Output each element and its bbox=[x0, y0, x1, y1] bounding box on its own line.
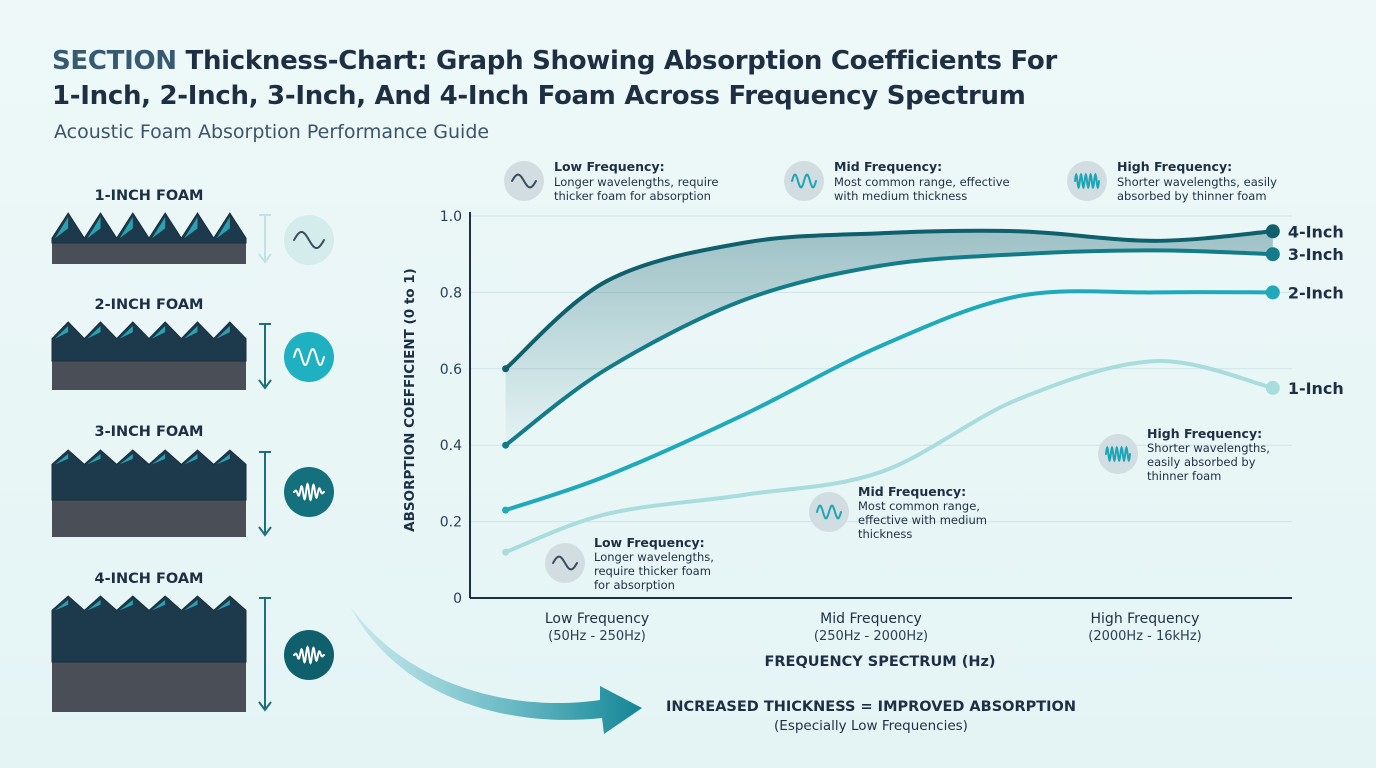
title-line2: 1-Inch, 2-Inch, 3-Inch, And 4-Inch Foam … bbox=[52, 81, 1026, 111]
x-tick-label: High Frequency bbox=[1091, 611, 1200, 627]
foam-samples bbox=[51, 212, 334, 712]
series-label: 3-Inch bbox=[1288, 245, 1344, 264]
foam-sample-3 bbox=[51, 449, 334, 537]
chart-grid bbox=[470, 215, 1292, 523]
frequency-legend: Low Frequency:Longer wavelengths, requir… bbox=[504, 159, 1277, 203]
x-tick-range: (250Hz - 2000Hz) bbox=[814, 629, 928, 644]
trend-arrow bbox=[350, 606, 642, 734]
legend-line: Most common range, effective bbox=[834, 175, 1010, 189]
title-prefix: SECTION bbox=[52, 46, 177, 76]
y-tick-label: 0.2 bbox=[440, 515, 462, 531]
series-end-point bbox=[1265, 285, 1280, 300]
note-line: Most common range, bbox=[858, 499, 980, 513]
page-subtitle: Acoustic Foam Absorption Performance Gui… bbox=[54, 121, 490, 143]
note-title: Mid Frequency: bbox=[858, 484, 966, 499]
wave-icon bbox=[284, 215, 334, 265]
note-line: thickness bbox=[858, 527, 912, 541]
note-title: High Frequency: bbox=[1147, 426, 1262, 441]
legend-title: Low Frequency: bbox=[554, 159, 665, 174]
series-end-point bbox=[1265, 247, 1280, 262]
legend-line: Shorter wavelengths, easily bbox=[1117, 175, 1277, 189]
series-start-point bbox=[502, 506, 510, 514]
legend-title: Mid Frequency: bbox=[834, 159, 942, 174]
footer: INCREASED THICKNESS = IMPROVED ABSORPTIO… bbox=[350, 606, 1076, 734]
legend-line: thicker foam for absorption bbox=[554, 189, 711, 203]
series-start-point bbox=[502, 441, 510, 449]
note-line: thinner foam bbox=[1147, 469, 1221, 483]
note-line: Shorter wavelengths, bbox=[1147, 441, 1270, 455]
y-tick-label: 0.6 bbox=[440, 362, 462, 378]
chart-notes: Low Frequency:Longer wavelengths,require… bbox=[545, 426, 1270, 592]
y-tick-label: 0.4 bbox=[440, 438, 462, 454]
note-line: for absorption bbox=[594, 578, 675, 592]
y-axis-label: ABSORPTION COEFFICIENT (0 to 1) bbox=[402, 268, 418, 532]
foam-sample-1 bbox=[51, 212, 334, 265]
series-label: 4-Inch bbox=[1288, 222, 1344, 241]
x-axis-label: FREQUENCY SPECTRUM (Hz) bbox=[764, 654, 995, 670]
mid-wave-icon bbox=[784, 161, 824, 201]
series-start-point bbox=[502, 548, 510, 556]
note-line: require thicker foam bbox=[594, 564, 711, 578]
absorption-chart: 1-Inch 2-Inch 3-Inch 4-Inch 0 0.2 0.4 0.6 0.8 1.… bbox=[402, 209, 1344, 670]
series-label: 1-Inch bbox=[1288, 379, 1344, 398]
low-wave-icon bbox=[504, 161, 544, 201]
note-title: Low Frequency: bbox=[594, 535, 705, 550]
y-tick-label: 1.0 bbox=[440, 209, 462, 225]
series-line bbox=[503, 248, 1275, 448]
chart-series: 1-Inch 2-Inch 3-Inch 4-Inch bbox=[502, 222, 1344, 556]
note-line: Longer wavelengths, bbox=[594, 550, 714, 564]
y-tick-label: 0 bbox=[453, 591, 462, 607]
series-line bbox=[503, 359, 1275, 555]
x-tick-label: Mid Frequency bbox=[820, 611, 922, 627]
note-line: easily absorbed by bbox=[1147, 455, 1256, 469]
series-end-point bbox=[1265, 224, 1280, 239]
legend-line: Longer wavelengths, require bbox=[554, 175, 718, 189]
foam-sample-2 bbox=[51, 321, 334, 390]
y-tick-label: 0.8 bbox=[440, 285, 462, 301]
low-wave-icon bbox=[545, 543, 585, 583]
series-label: 2-Inch bbox=[1288, 283, 1344, 302]
foam-label-2: 2-INCH FOAM bbox=[94, 297, 204, 313]
high-wave-icon bbox=[1098, 434, 1138, 474]
x-tick-range: (50Hz - 250Hz) bbox=[548, 629, 646, 644]
series-line bbox=[503, 289, 1275, 513]
foam-sample-4 bbox=[51, 595, 334, 712]
x-tick-label: Low Frequency bbox=[545, 611, 649, 627]
wave-icon bbox=[284, 467, 334, 517]
series-band bbox=[505, 230, 1273, 446]
legend-line: absorbed by thinner foam bbox=[1117, 189, 1267, 203]
conclusion-note: (Especially Low Frequencies) bbox=[774, 718, 968, 734]
mid-wave-icon bbox=[809, 492, 849, 532]
title-line1: Thickness-Chart: Graph Showing Absorptio… bbox=[185, 46, 1058, 76]
series-start-point bbox=[502, 365, 510, 373]
page-title: SECTION Thickness-Chart: Graph Showing A… bbox=[52, 44, 1152, 114]
note-line: effective with medium bbox=[858, 513, 987, 527]
wave-icon bbox=[284, 332, 334, 382]
foam-label-3: 3-INCH FOAM bbox=[94, 424, 204, 440]
conclusion-text: INCREASED THICKNESS = IMPROVED ABSORPTIO… bbox=[666, 699, 1076, 715]
high-wave-icon bbox=[1067, 161, 1107, 201]
x-tick-range: (2000Hz - 16kHz) bbox=[1088, 629, 1201, 644]
thickness-band bbox=[505, 230, 1273, 446]
foam-label-4: 4-INCH FOAM bbox=[94, 571, 204, 587]
legend-title: High Frequency: bbox=[1117, 159, 1232, 174]
wave-icon bbox=[284, 630, 334, 680]
series-end-point bbox=[1265, 380, 1280, 395]
series-line bbox=[503, 228, 1275, 371]
legend-line: with medium thickness bbox=[834, 189, 967, 203]
chart-axes: 0 0.2 0.4 0.6 0.8 1.0 ABSORPTION COEFFICIENT (… bbox=[402, 209, 1292, 670]
foam-label-1: 1-INCH FOAM bbox=[94, 188, 204, 204]
